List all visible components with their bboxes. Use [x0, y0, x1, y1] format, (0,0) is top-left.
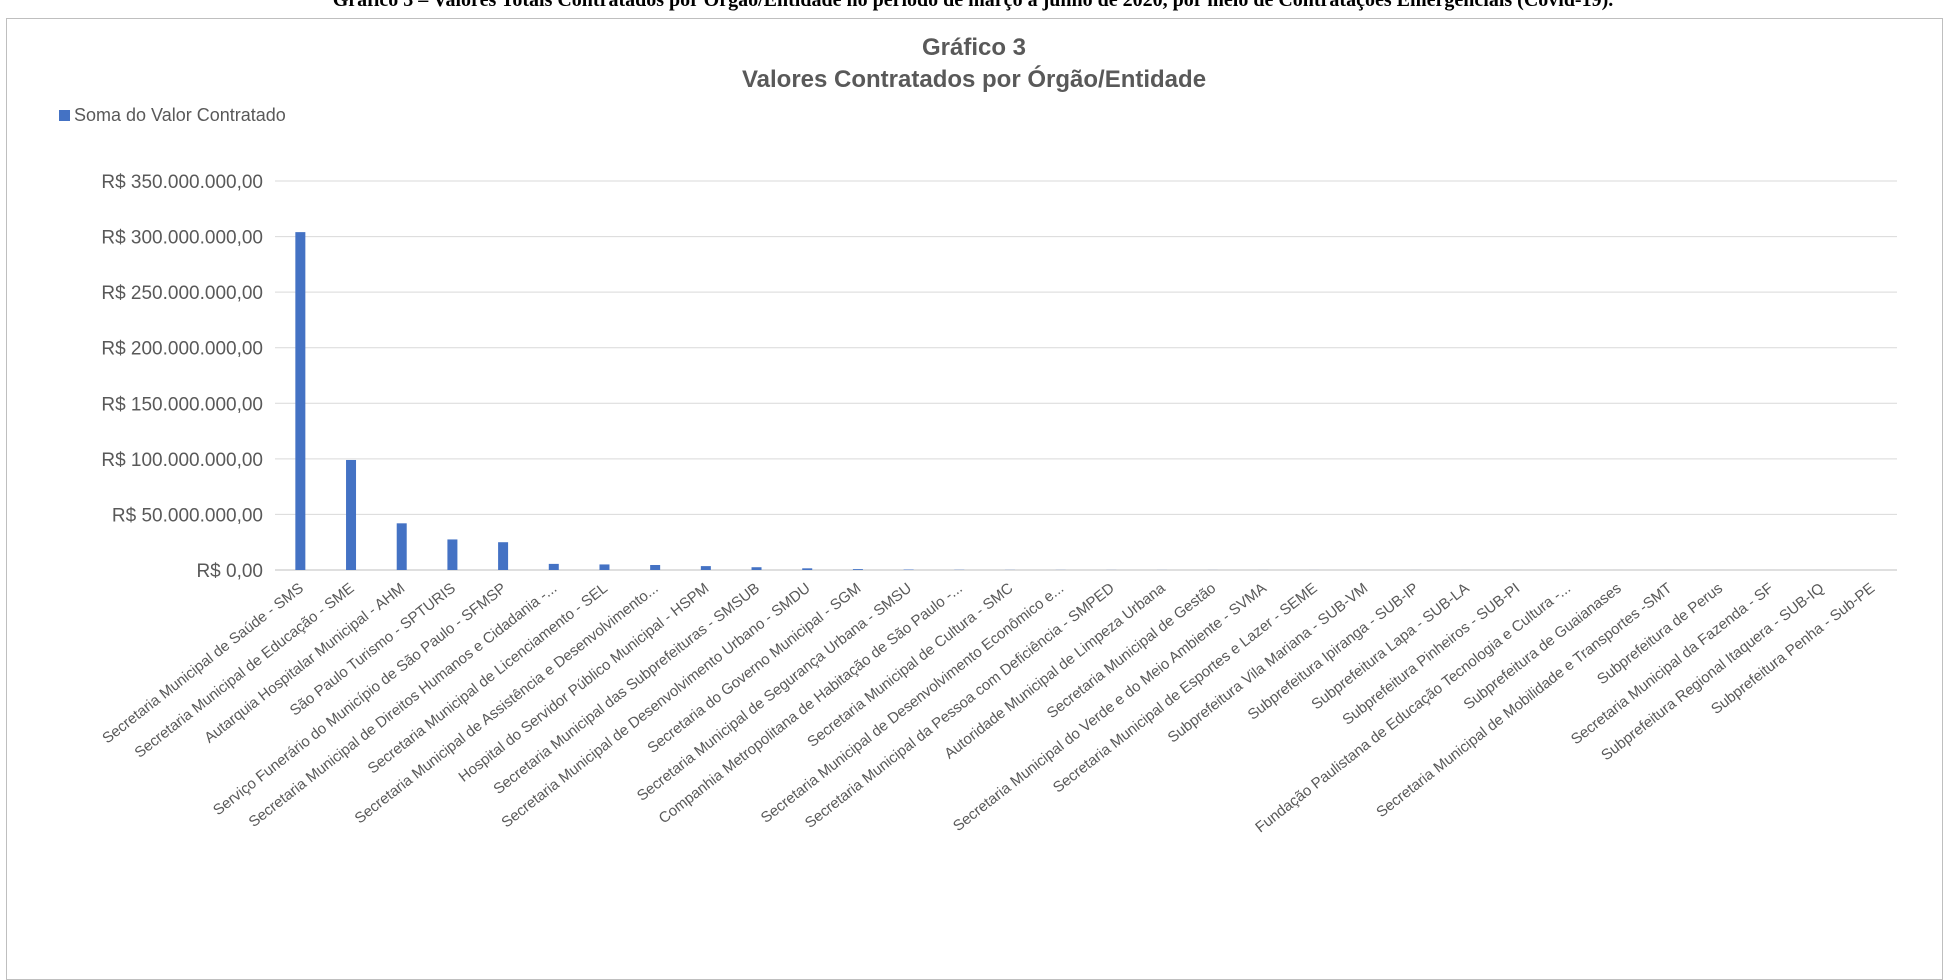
chart-title-line2: Valores Contratados por Órgão/Entidade — [742, 65, 1206, 93]
bar — [295, 232, 305, 570]
y-tick-label: R$ 300.000.000,00 — [101, 228, 263, 249]
bar — [549, 564, 559, 570]
bar — [599, 564, 609, 570]
bar — [853, 569, 863, 570]
figure-caption: Gráfico 3 – Valores Totais Contratados p… — [0, 0, 1946, 13]
bar-chart: R$ 0,00 R$ 50.000.000,00 R$ 100.000.000,00… — [7, 19, 1942, 979]
legend-label: Soma do Valor Contratado — [74, 105, 286, 125]
y-tick-label: R$ 150.000.000,00 — [101, 394, 263, 415]
chart-title-line1: Gráfico 3 — [922, 34, 1026, 61]
y-tick-label: R$ 100.000.000,00 — [101, 450, 263, 471]
x-tick-label: Secretaria Municipal de Saúde - SMS — [99, 580, 307, 747]
bar — [802, 568, 812, 570]
bar — [447, 539, 457, 570]
bar — [752, 567, 762, 570]
y-tick-label: R$ 0,00 — [196, 561, 263, 582]
bar — [397, 523, 407, 570]
bar — [346, 460, 356, 570]
y-tick-label: R$ 350.000.000,00 — [101, 172, 263, 193]
legend-swatch — [59, 110, 70, 121]
bar — [498, 542, 508, 570]
bar — [650, 565, 660, 570]
y-tick-label: R$ 250.000.000,00 — [101, 283, 263, 304]
y-tick-label: R$ 50.000.000,00 — [112, 505, 263, 526]
bar — [701, 566, 711, 570]
y-tick-label: R$ 200.000.000,00 — [101, 339, 263, 360]
legend: Soma do Valor Contratado — [59, 105, 286, 125]
chart-area: R$ 0,00 R$ 50.000.000,00 R$ 100.000.000,00… — [6, 18, 1943, 980]
